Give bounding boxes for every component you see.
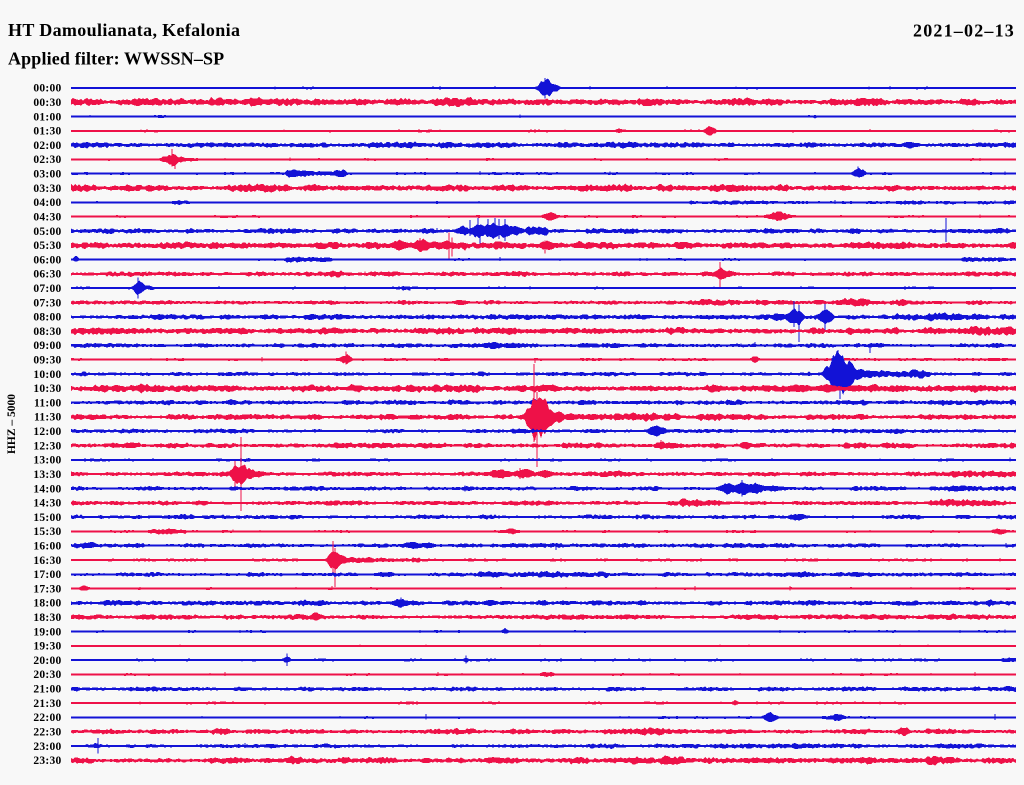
svg-text:05:30: 05:30: [33, 240, 61, 252]
svg-text:15:00: 15:00: [33, 512, 61, 524]
svg-text:02:00: 02:00: [33, 140, 61, 152]
svg-text:19:00: 19:00: [33, 626, 61, 638]
svg-text:03:00: 03:00: [33, 169, 61, 181]
svg-text:07:00: 07:00: [33, 283, 61, 295]
svg-text:20:00: 20:00: [33, 655, 61, 667]
svg-text:00:00: 00:00: [33, 83, 61, 95]
svg-text:06:00: 06:00: [33, 254, 61, 266]
svg-text:23:30: 23:30: [33, 755, 61, 767]
svg-text:13:30: 13:30: [33, 469, 61, 481]
svg-text:07:30: 07:30: [33, 297, 61, 309]
svg-text:05:00: 05:00: [33, 226, 61, 238]
svg-text:00:30: 00:30: [33, 97, 61, 109]
svg-text:16:30: 16:30: [33, 555, 61, 567]
svg-text:08:00: 08:00: [33, 312, 61, 324]
svg-text:20:30: 20:30: [33, 669, 61, 681]
svg-text:22:00: 22:00: [33, 712, 61, 724]
svg-text:08:30: 08:30: [33, 326, 61, 338]
svg-text:12:30: 12:30: [33, 440, 61, 452]
svg-text:09:30: 09:30: [33, 355, 61, 367]
svg-text:HT Damoulianata, Kefalonia: HT Damoulianata, Kefalonia: [8, 20, 240, 40]
svg-text:02:30: 02:30: [33, 154, 61, 166]
svg-text:04:30: 04:30: [33, 212, 61, 224]
svg-text:10:00: 10:00: [33, 369, 61, 381]
svg-text:17:30: 17:30: [33, 583, 61, 595]
svg-text:12:00: 12:00: [33, 426, 61, 438]
svg-text:09:00: 09:00: [33, 340, 61, 352]
svg-text:18:00: 18:00: [33, 598, 61, 610]
svg-text:23:00: 23:00: [33, 741, 61, 753]
svg-text:01:30: 01:30: [33, 126, 61, 138]
svg-text:21:30: 21:30: [33, 698, 61, 710]
svg-text:2021–02–13: 2021–02–13: [913, 21, 1015, 41]
svg-text:Applied filter: WWSSN–SP: Applied filter: WWSSN–SP: [8, 49, 224, 69]
svg-text:HHZ – 5000: HHZ – 5000: [6, 394, 18, 454]
svg-text:04:00: 04:00: [33, 197, 61, 209]
svg-text:11:30: 11:30: [34, 412, 61, 424]
svg-text:21:00: 21:00: [33, 684, 61, 696]
svg-text:14:00: 14:00: [33, 483, 61, 495]
svg-text:17:00: 17:00: [33, 569, 61, 581]
svg-text:22:30: 22:30: [33, 727, 61, 739]
svg-text:19:30: 19:30: [33, 641, 61, 653]
svg-text:15:30: 15:30: [33, 526, 61, 538]
svg-text:10:30: 10:30: [33, 383, 61, 395]
svg-text:16:00: 16:00: [33, 541, 61, 553]
svg-text:06:30: 06:30: [33, 269, 61, 281]
svg-text:01:00: 01:00: [33, 111, 61, 123]
svg-text:14:30: 14:30: [33, 498, 61, 510]
svg-text:11:00: 11:00: [34, 397, 61, 409]
svg-text:13:00: 13:00: [33, 455, 61, 467]
svg-text:18:30: 18:30: [33, 612, 61, 624]
svg-text:03:30: 03:30: [33, 183, 61, 195]
